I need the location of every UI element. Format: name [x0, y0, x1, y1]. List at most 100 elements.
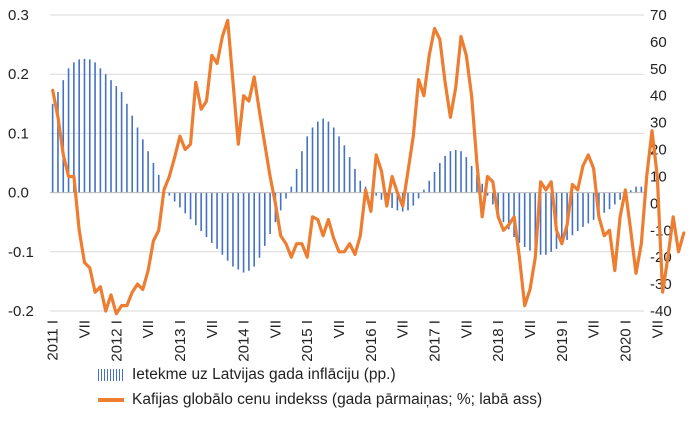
bar — [136, 127, 139, 193]
bar — [608, 192, 611, 210]
bar — [184, 192, 187, 214]
x-tick-label: VII — [267, 320, 284, 338]
bar — [131, 115, 134, 193]
bar — [576, 192, 579, 232]
bar — [582, 192, 584, 227]
bar — [51, 103, 54, 193]
bar — [173, 192, 176, 202]
bar — [205, 192, 208, 237]
x-tick-label: 2013 I — [172, 320, 189, 362]
bar — [433, 171, 436, 193]
bar — [104, 74, 107, 193]
x-tick-label: VII — [76, 320, 93, 338]
bar — [62, 80, 65, 193]
y-right-tick-label: 50 — [650, 61, 667, 78]
bar — [189, 192, 192, 220]
bar — [142, 139, 144, 193]
bar — [147, 151, 149, 193]
bar — [417, 192, 420, 199]
bar — [560, 192, 563, 245]
bar — [285, 192, 287, 199]
bar — [396, 192, 399, 211]
bar — [332, 127, 335, 193]
bar — [279, 192, 282, 211]
bar — [481, 183, 484, 193]
x-tick-label: VII — [204, 320, 221, 338]
bar — [338, 136, 340, 193]
bar — [635, 186, 637, 193]
legend-swatch-bars — [98, 369, 124, 381]
x-tick-label: VII — [586, 320, 603, 338]
bar — [492, 192, 494, 205]
bar — [534, 192, 537, 253]
y-left-tick-label: 0.2 — [8, 66, 29, 83]
bar — [295, 168, 298, 193]
x-tick-label: VII — [458, 320, 475, 338]
legend-swatch-line — [98, 398, 124, 402]
bar — [306, 136, 309, 193]
bar — [200, 192, 202, 232]
bar — [110, 80, 112, 193]
y-left-tick-label: 0.0 — [8, 185, 29, 202]
bar — [311, 127, 314, 193]
y-right-tick-label: 70 — [650, 7, 667, 24]
bar — [629, 190, 632, 193]
bar — [449, 151, 452, 193]
bar — [391, 192, 393, 208]
x-tick-label: 2020 I — [617, 320, 634, 362]
bar — [571, 192, 574, 236]
bar — [73, 62, 75, 193]
bar — [152, 163, 155, 193]
bar — [587, 192, 590, 224]
bar — [210, 192, 213, 243]
x-tick-label: VII — [395, 320, 412, 338]
x-tick-label: 2017 I — [427, 320, 444, 362]
x-tick-label: 2012 I — [108, 320, 125, 362]
bar — [301, 151, 303, 193]
bar — [476, 174, 478, 193]
bar — [454, 149, 457, 193]
x-tick-label: 2015 I — [299, 320, 316, 362]
bar — [614, 192, 616, 205]
bar — [195, 192, 197, 226]
bar — [348, 157, 351, 193]
y-left-tick-label: 0.3 — [8, 7, 29, 24]
bar — [94, 62, 96, 193]
bar — [375, 192, 377, 196]
bar — [640, 186, 643, 193]
bar — [550, 192, 552, 252]
bar — [592, 192, 595, 220]
bar — [157, 174, 160, 193]
bar — [428, 180, 431, 193]
bar — [242, 192, 245, 273]
x-tick-label: VII — [140, 320, 157, 338]
bar — [258, 192, 261, 258]
bar — [232, 192, 234, 267]
bar — [545, 192, 547, 255]
bar — [216, 192, 218, 249]
bar — [507, 192, 510, 230]
y-right-tick-label: 40 — [650, 88, 667, 105]
bar — [529, 192, 531, 251]
bar — [465, 157, 468, 193]
y-right-tick-label: 60 — [650, 34, 667, 51]
bar — [226, 192, 229, 261]
bar — [120, 91, 123, 193]
bar — [502, 192, 505, 223]
bar — [513, 192, 515, 237]
bar — [317, 121, 319, 193]
bar — [269, 192, 271, 235]
legend-label-bars: Ietekme uz Latvijas gada inflāciju (pp.) — [132, 366, 396, 383]
x-tick-label: VII — [331, 320, 348, 338]
bar — [460, 151, 462, 193]
bar — [126, 103, 128, 193]
legend-item-line: Kafijas globālo cenu indekss (gada pārma… — [98, 389, 542, 411]
x-tick-label: 2016 I — [363, 320, 380, 362]
bar — [253, 192, 255, 267]
bar — [497, 192, 499, 214]
x-tick-label: 2019 I — [554, 320, 571, 362]
line-series — [51, 18, 686, 316]
x-tick-label: 2014 I — [236, 320, 253, 362]
x-tick-label: VII — [649, 320, 666, 338]
bar — [78, 59, 80, 193]
